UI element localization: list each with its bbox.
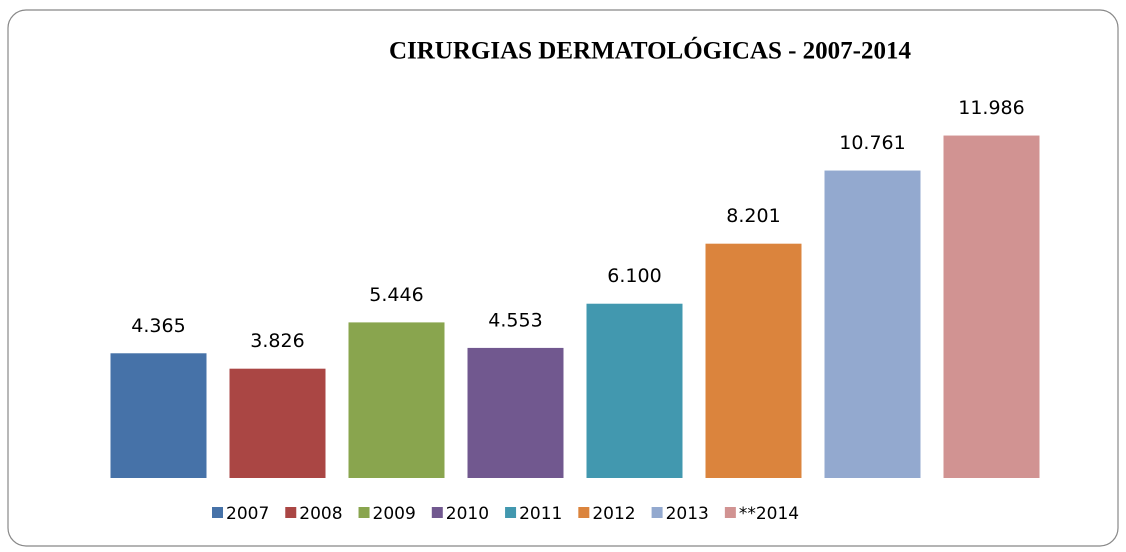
legend-label: **2014 <box>739 504 799 524</box>
legend-swatch <box>431 507 443 518</box>
data-label: 11.986 <box>958 97 1024 119</box>
legend-swatch <box>724 507 736 518</box>
legend-swatch <box>651 507 663 518</box>
data-label: 6.100 <box>607 265 661 287</box>
data-label: 4.365 <box>131 315 185 337</box>
bar <box>348 322 445 478</box>
legend-label: 2007 <box>226 504 269 524</box>
legend-swatch <box>505 507 517 518</box>
legend-swatch <box>212 507 223 518</box>
bar <box>705 243 802 478</box>
chart-title: CIRURGIAS DERMATOLÓGICAS - 2007-2014 <box>389 37 912 65</box>
bar <box>467 347 564 478</box>
bar <box>824 170 921 479</box>
legend-swatch <box>578 507 590 518</box>
bar <box>943 135 1040 479</box>
legend-label: 2010 <box>446 504 489 524</box>
legend-swatch <box>285 507 297 518</box>
bar <box>586 303 683 478</box>
data-label: 5.446 <box>369 284 423 306</box>
bar <box>110 353 207 478</box>
data-label: 3.826 <box>250 330 304 352</box>
bar <box>229 368 326 478</box>
data-label: 4.553 <box>488 309 542 331</box>
legend-label: 2013 <box>666 504 709 524</box>
legend-label: 2011 <box>519 504 562 524</box>
legend-swatch <box>358 507 370 518</box>
legend-label: 2008 <box>299 504 342 524</box>
data-label: 8.201 <box>726 205 780 227</box>
data-label: 10.761 <box>839 132 905 154</box>
legend-label: 2009 <box>373 504 416 524</box>
legend-label: 2012 <box>592 504 635 524</box>
